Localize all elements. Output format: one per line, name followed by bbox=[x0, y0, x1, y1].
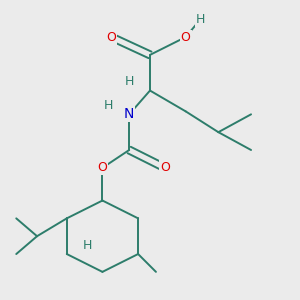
Text: N: N bbox=[124, 107, 134, 121]
Text: H: H bbox=[83, 238, 92, 252]
Text: H: H bbox=[104, 99, 113, 112]
Text: O: O bbox=[181, 31, 190, 44]
Text: O: O bbox=[160, 161, 170, 174]
Text: O: O bbox=[98, 161, 107, 174]
Text: H: H bbox=[124, 75, 134, 88]
Text: O: O bbox=[106, 31, 116, 44]
Text: H: H bbox=[196, 13, 205, 26]
